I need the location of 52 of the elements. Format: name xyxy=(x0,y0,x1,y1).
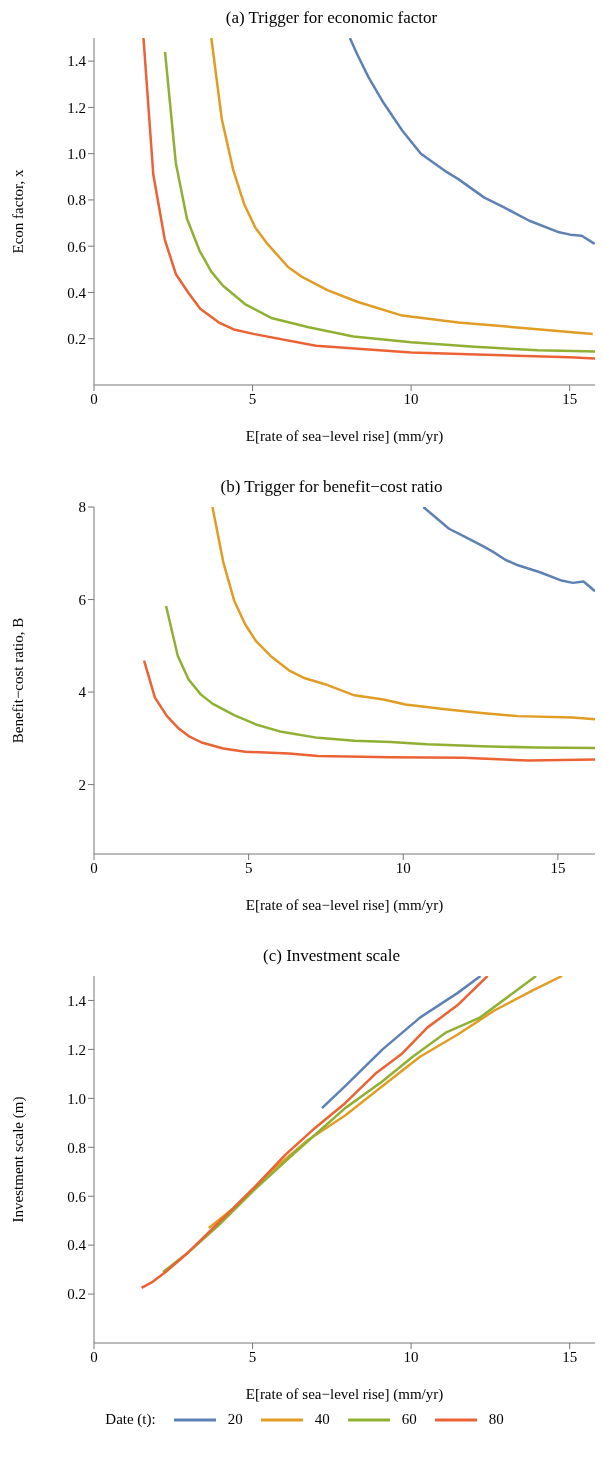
y-tick-label: 0.8 xyxy=(67,192,86,209)
legend-label: 20 xyxy=(227,1411,243,1428)
legend-title: Date (t): xyxy=(105,1411,156,1428)
line-series xyxy=(140,976,489,1290)
chart-title: (a) Trigger for economic factor xyxy=(224,8,439,29)
x-tick-label: 15 xyxy=(562,1348,578,1365)
x-tick-label: 0 xyxy=(90,390,98,407)
y-tick-label: 0.8 xyxy=(67,1139,86,1156)
y-tick-label: 0.2 xyxy=(67,1286,86,1303)
x-tick-label: 5 xyxy=(248,390,257,407)
legend-label: 60 xyxy=(401,1411,417,1428)
y-axis-title: Investment scale (m) xyxy=(10,1096,28,1223)
x-axis-title: E[rate of sea−level rise] (mm/yr) xyxy=(245,897,444,914)
x-tick-label: 10 xyxy=(403,1348,419,1365)
y-tick-label: 0.4 xyxy=(67,284,87,301)
y-tick-label: 8 xyxy=(78,499,86,516)
chart-title: (b) Trigger for benefit−cost ratio xyxy=(219,477,444,498)
x-tick-label: 15 xyxy=(562,390,578,407)
y-tick-label: 0.6 xyxy=(67,1188,87,1205)
y-tick-label: 0.2 xyxy=(67,331,86,348)
chart-title: (c) Investment scale xyxy=(262,946,401,967)
x-tick-label: 0 xyxy=(90,1348,98,1365)
line-series xyxy=(348,38,595,246)
y-tick-label: 1.0 xyxy=(67,145,86,162)
legend-label: 80 xyxy=(488,1411,504,1428)
line-series xyxy=(142,659,595,762)
y-tick-label: 1.4 xyxy=(67,992,87,1009)
x-tick-label: 15 xyxy=(550,859,566,876)
line-series xyxy=(211,507,595,721)
y-axis-title: Benefit−cost ratio, B xyxy=(10,617,27,744)
line-series xyxy=(422,507,595,593)
x-tick-label: 0 xyxy=(90,859,98,876)
x-tick-label: 5 xyxy=(244,859,253,876)
line-series xyxy=(164,604,595,750)
y-tick-label: 1.2 xyxy=(67,1041,86,1058)
x-tick-label: 10 xyxy=(403,390,419,407)
x-tick-label: 10 xyxy=(395,859,411,876)
y-axis-title: Econ factor, x xyxy=(10,169,27,254)
y-tick-label: 1.4 xyxy=(67,53,87,70)
x-axis-title: E[rate of sea−level rise] (mm/yr) xyxy=(245,1386,444,1403)
y-tick-label: 0.6 xyxy=(67,238,87,255)
y-tick-label: 1.0 xyxy=(67,1090,86,1107)
x-tick-label: 5 xyxy=(248,1348,257,1365)
y-tick-label: 0.4 xyxy=(67,1237,87,1254)
line-series xyxy=(210,38,595,336)
y-tick-label: 6 xyxy=(78,591,87,608)
y-tick-label: 4 xyxy=(78,684,87,701)
line-series xyxy=(320,976,482,1110)
legend-label: 40 xyxy=(314,1411,330,1428)
y-tick-label: 1.2 xyxy=(67,99,86,116)
x-axis-title: E[rate of sea−level rise] (mm/yr) xyxy=(245,428,444,445)
y-tick-label: 2 xyxy=(78,776,86,793)
